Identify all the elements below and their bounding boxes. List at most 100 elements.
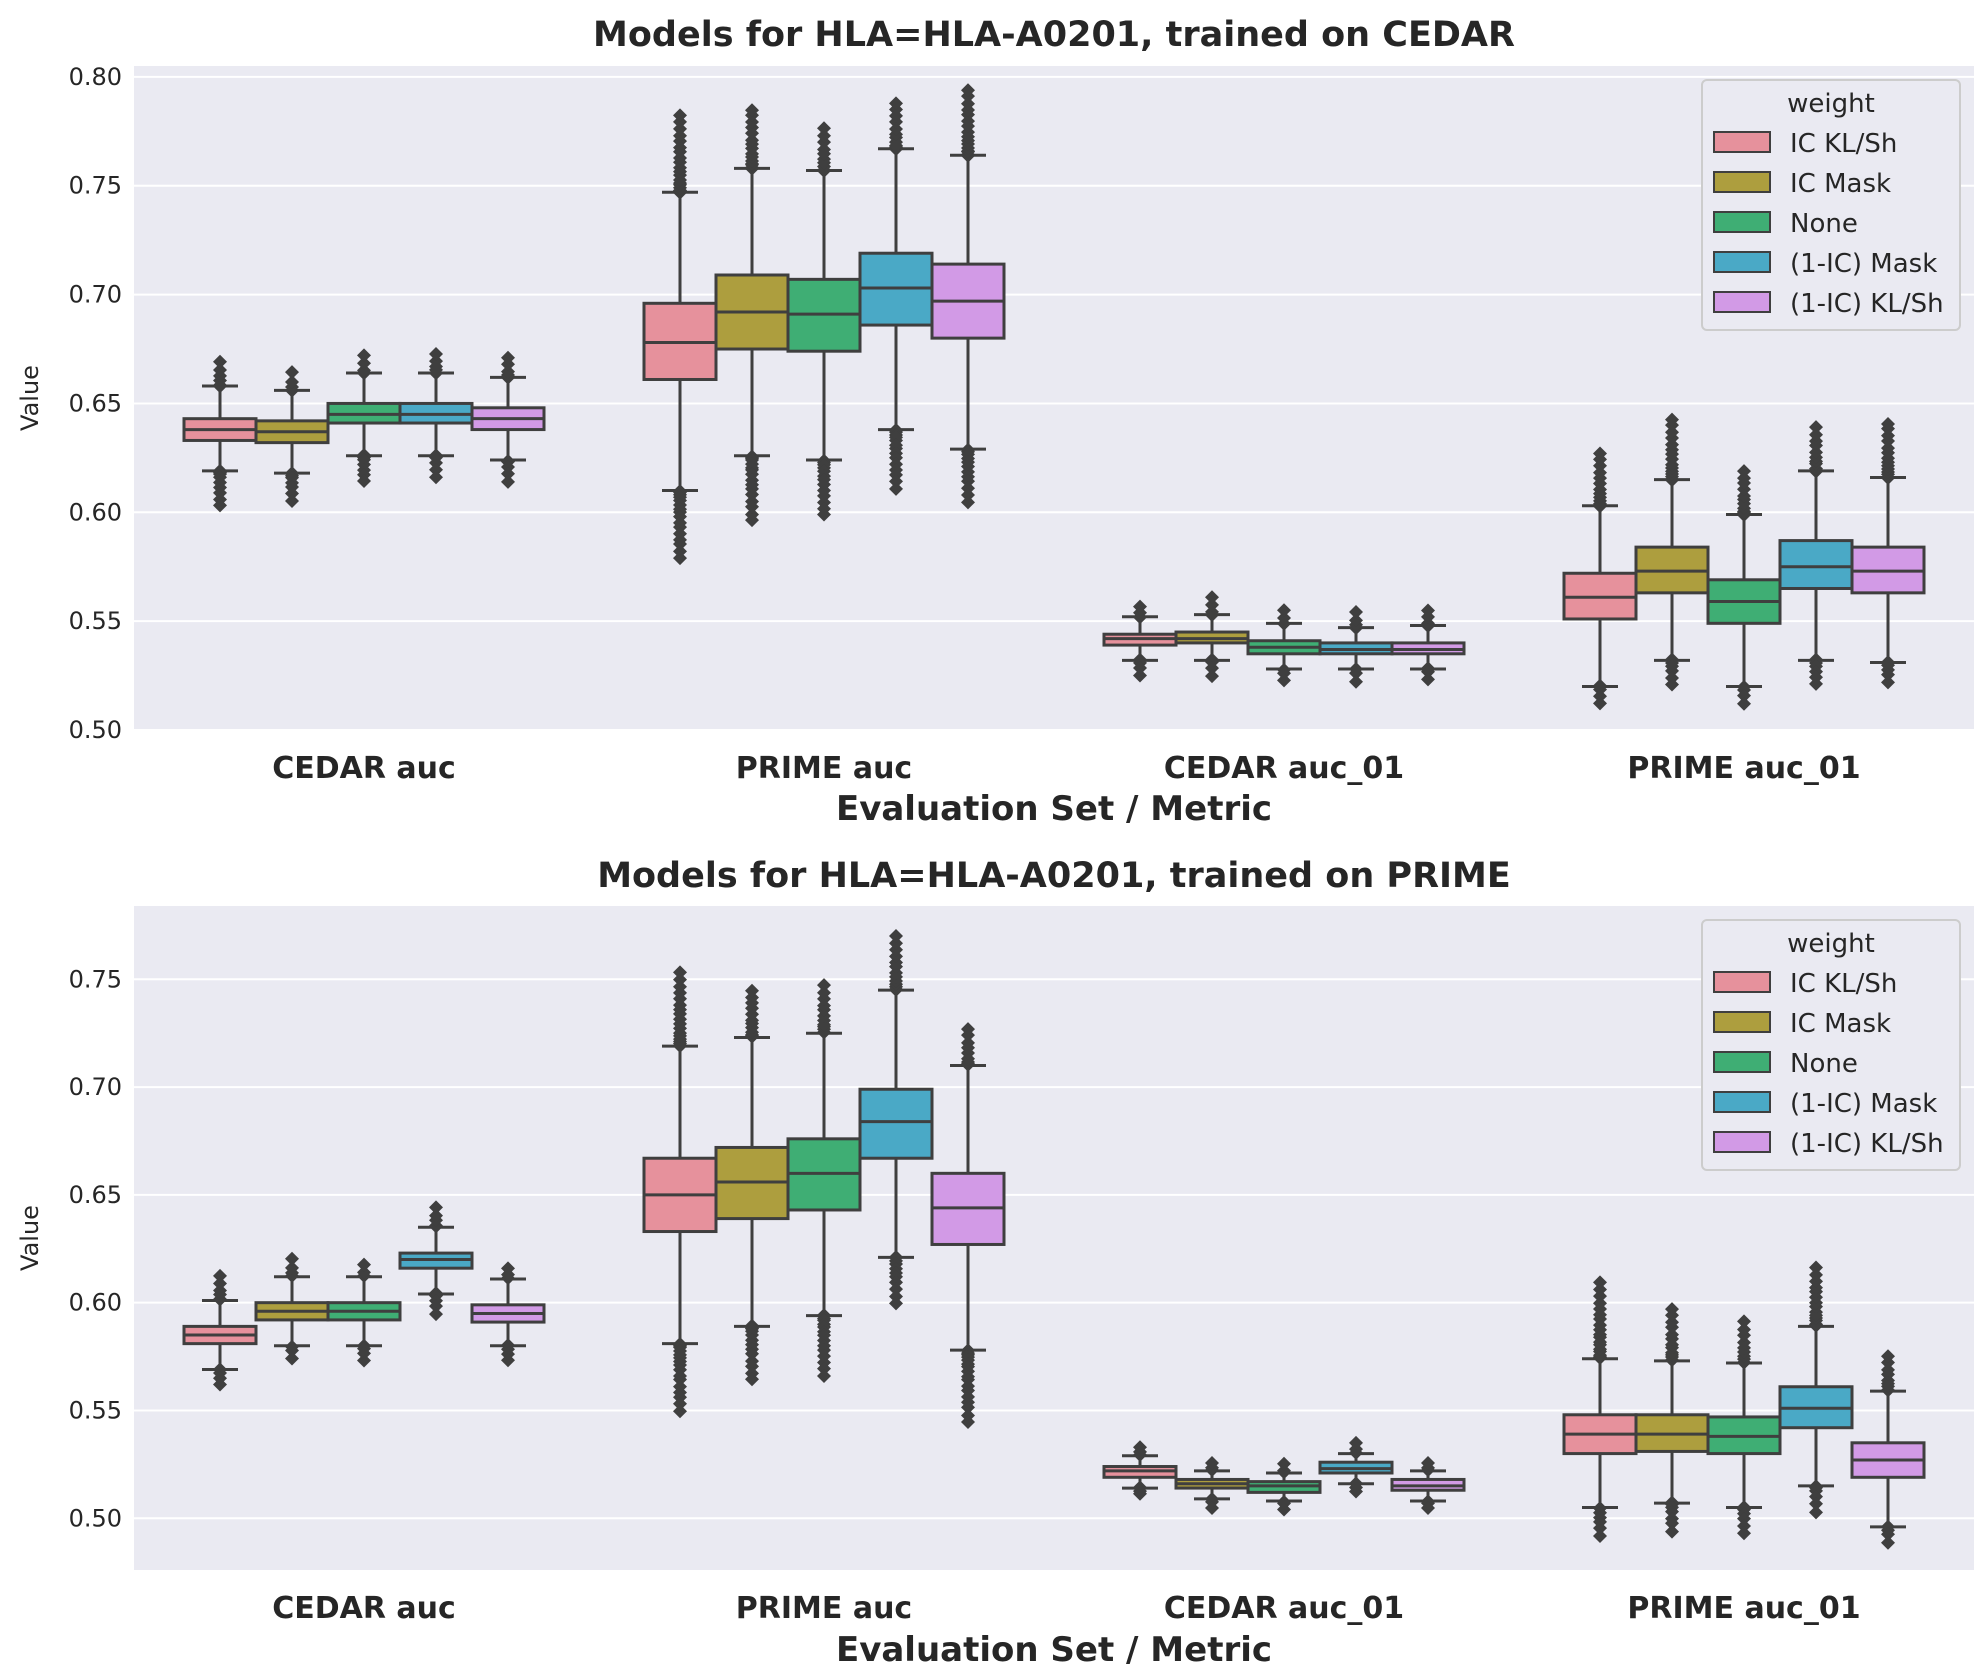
- outlier-lower: [285, 1343, 299, 1358]
- legend-swatch: [1713, 1051, 1771, 1073]
- outlier-lower: [429, 462, 443, 477]
- y-tick-label: 0.55: [69, 1396, 122, 1424]
- outlier-upper: [1881, 1362, 1895, 1377]
- x-tick-labels: CEDAR auc PRIME auc CEDAR auc_01 PRIME auc_…: [272, 1591, 1860, 1626]
- legend-label: IC Mask: [1790, 169, 1891, 199]
- outlier-upper: [501, 350, 515, 365]
- outlier-lower: [1349, 674, 1363, 689]
- box--1-ic-kl-sh-0: [470, 1261, 546, 1368]
- legend-label: None: [1790, 209, 1858, 239]
- outlier-upper: [1665, 412, 1679, 427]
- box-ic-mask-1: [714, 983, 790, 1387]
- outlier-lower: [673, 1396, 687, 1411]
- outlier-upper: [817, 985, 831, 1000]
- outlier-upper: [213, 1276, 227, 1291]
- outlier-lower: [429, 470, 443, 485]
- legend-swatch: [1713, 291, 1771, 313]
- outlier-upper: [357, 1257, 371, 1272]
- outlier-upper: [285, 375, 299, 390]
- legend-swatch: [1713, 971, 1771, 993]
- outlier-upper: [1809, 1267, 1823, 1282]
- box-ic-mask-1: [714, 103, 790, 528]
- box-ic-kl-sh-2: [1102, 1440, 1178, 1501]
- outlier-lower: [1809, 1489, 1823, 1504]
- outlier-upper: [1881, 416, 1895, 431]
- outlier-lower: [357, 1353, 371, 1368]
- outlier-lower: [1809, 1505, 1823, 1520]
- box-none-2: [1246, 1456, 1322, 1517]
- outlier-lower: [357, 474, 371, 489]
- y-tick-label: 0.60: [69, 498, 122, 526]
- x-tick-label: CEDAR auc_01: [1164, 751, 1404, 786]
- outlier-lower: [501, 466, 515, 481]
- legend-entry: IC Mask: [1713, 1009, 1891, 1039]
- legend-entry: (1-IC) KL/Sh: [1713, 1129, 1944, 1159]
- box-none-1: [786, 978, 862, 1384]
- legend-label: (1-IC) KL/Sh: [1790, 289, 1944, 319]
- box--1-ic-mask-0: [398, 1200, 474, 1322]
- box--1-ic-kl-sh-3: [1850, 416, 1926, 690]
- outlier-upper: [357, 363, 371, 378]
- box--1-ic-mask-2: [1318, 1435, 1394, 1499]
- outlier-lower: [1593, 1529, 1607, 1544]
- outlier-lower: [817, 507, 831, 522]
- outlier-upper: [1593, 1282, 1607, 1297]
- outlier-lower: [285, 494, 299, 509]
- x-tick-label: PRIME auc_01: [1627, 751, 1860, 786]
- box-ic-mask-3: [1634, 412, 1710, 692]
- x-axis-label: Evaluation Set / Metric: [836, 1630, 1272, 1670]
- legend-entry: IC KL/Sh: [1713, 969, 1897, 999]
- legend-swatch: [1713, 1091, 1771, 1113]
- y-tick-labels: 0.50 0.55 0.60 0.65 0.70 0.75 0.80: [69, 63, 122, 744]
- legend-swatch: [1713, 211, 1771, 233]
- box-ic-kl-sh-0: [182, 354, 258, 513]
- outlier-upper: [1737, 464, 1751, 479]
- box-ic-kl-sh-1: [642, 108, 718, 566]
- box--1-ic-mask-1: [858, 929, 934, 1311]
- outlier-upper: [1133, 599, 1147, 614]
- outlier-upper: [1277, 611, 1291, 626]
- y-tick-label: 0.75: [69, 172, 122, 200]
- box--1-ic-kl-sh-0: [470, 350, 546, 489]
- outlier-upper: [817, 142, 831, 157]
- chart-title: Models for HLA=HLA-A0201, trained on PRI…: [597, 856, 1511, 896]
- outlier-lower: [285, 486, 299, 501]
- outlier-lower: [889, 1296, 903, 1311]
- box--1-ic-mask-3: [1778, 1260, 1854, 1520]
- panel-trained-on-prime: 0.50 0.55 0.60 0.65 0.70 0.75 CEDAR auc PRIME …: [16, 856, 1974, 1670]
- outlier-lower: [1421, 1500, 1435, 1515]
- outlier-lower: [1421, 664, 1435, 679]
- legend: weight IC KL/Sh IC Mask None (1-IC) Mask…: [1701, 79, 1961, 331]
- box--1-ic-mask-2: [1318, 604, 1394, 689]
- legend: weight IC KL/Sh IC Mask None (1-IC) Mask…: [1701, 919, 1961, 1171]
- outlier-lower: [1205, 661, 1219, 676]
- x-tick-label: PRIME auc: [736, 751, 912, 786]
- outlier-upper: [429, 347, 443, 362]
- outlier-upper: [1349, 1435, 1363, 1450]
- outlier-lower: [1881, 667, 1895, 682]
- outlier-lower: [673, 1372, 687, 1387]
- legend-label: (1-IC) Mask: [1790, 1089, 1937, 1119]
- outlier-upper: [1277, 1456, 1291, 1471]
- outlier-upper: [1593, 1296, 1607, 1311]
- legend-title: weight: [1787, 929, 1875, 959]
- outlier-upper: [357, 348, 371, 363]
- outlier-upper: [1421, 603, 1435, 618]
- legend-entry: None: [1713, 209, 1858, 239]
- outlier-upper: [1737, 1322, 1751, 1337]
- legend-swatch: [1713, 131, 1771, 153]
- outlier-lower: [889, 474, 903, 489]
- box--1-ic-kl-sh-3: [1850, 1349, 1926, 1550]
- outlier-lower: [889, 1282, 903, 1297]
- outlier-lower: [1277, 666, 1291, 681]
- outlier-lower: [1881, 1527, 1895, 1542]
- panel-trained-on-cedar: 0.50 0.55 0.60 0.65 0.70 0.75 0.80 CEDAR auc PR…: [16, 15, 1974, 829]
- outlier-upper: [673, 972, 687, 987]
- outlier-lower: [745, 513, 759, 528]
- legend-label: IC Mask: [1790, 1009, 1891, 1039]
- legend-label: IC KL/Sh: [1790, 969, 1897, 999]
- outlier-lower: [285, 1351, 299, 1366]
- y-tick-label: 0.70: [69, 1073, 122, 1101]
- outlier-upper: [1881, 1349, 1895, 1364]
- legend-title: weight: [1787, 89, 1875, 119]
